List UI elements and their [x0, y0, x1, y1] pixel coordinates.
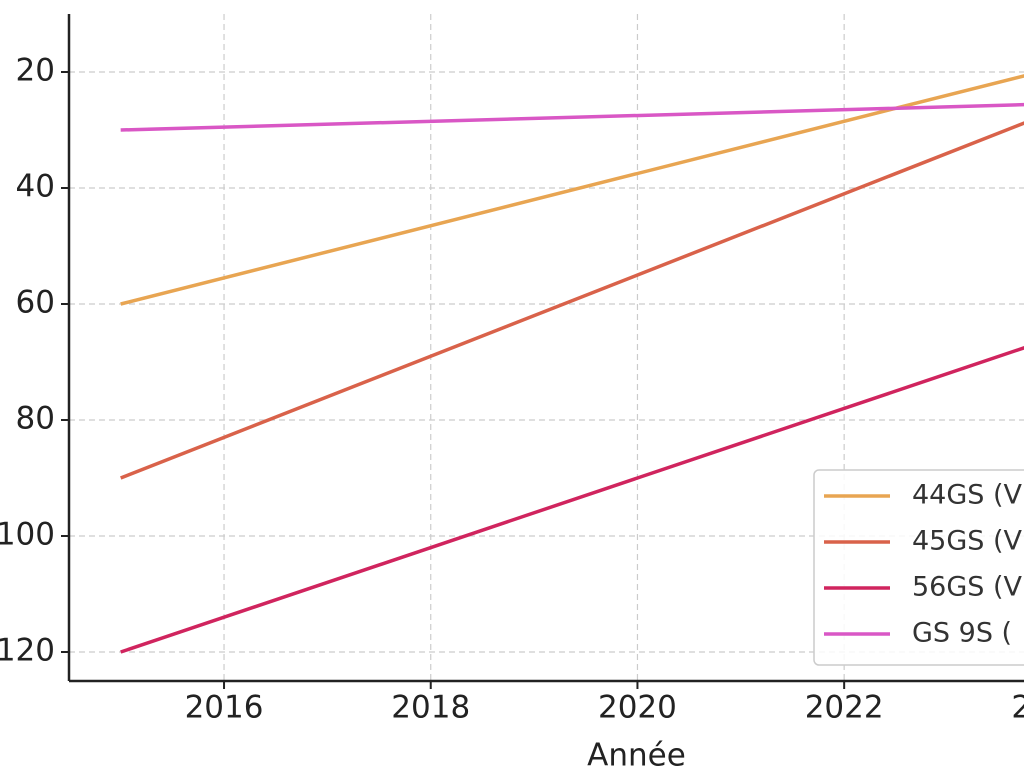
- legend-label: 56GS (V: [912, 572, 1023, 603]
- x-tick-label: 2022: [805, 690, 884, 726]
- x-tick-label: 2018: [391, 690, 470, 726]
- y-tick-label: 100: [0, 517, 55, 553]
- x-tick-label: 2020: [598, 690, 677, 726]
- y-tick-label: 120: [0, 633, 55, 669]
- y-tick-label: 20: [16, 53, 55, 89]
- x-tick-label: 2016: [185, 690, 264, 726]
- series-line: [120, 346, 1024, 654]
- legend-box: [813, 469, 1024, 666]
- legend-label: GS 9S (: [912, 618, 1012, 649]
- y-tick-label: 60: [16, 285, 55, 321]
- x-tick-label: 2024: [1011, 690, 1024, 726]
- legend-label: 44GS (V: [912, 480, 1023, 511]
- y-tick-label: 40: [16, 169, 55, 205]
- series-line: [120, 74, 1024, 306]
- y-tick-label: 80: [16, 401, 55, 437]
- series-line: [120, 121, 1024, 480]
- legend-label: 45GS (V: [912, 526, 1023, 557]
- x-axis-label: Année: [587, 738, 686, 767]
- series-line: [120, 102, 1024, 132]
